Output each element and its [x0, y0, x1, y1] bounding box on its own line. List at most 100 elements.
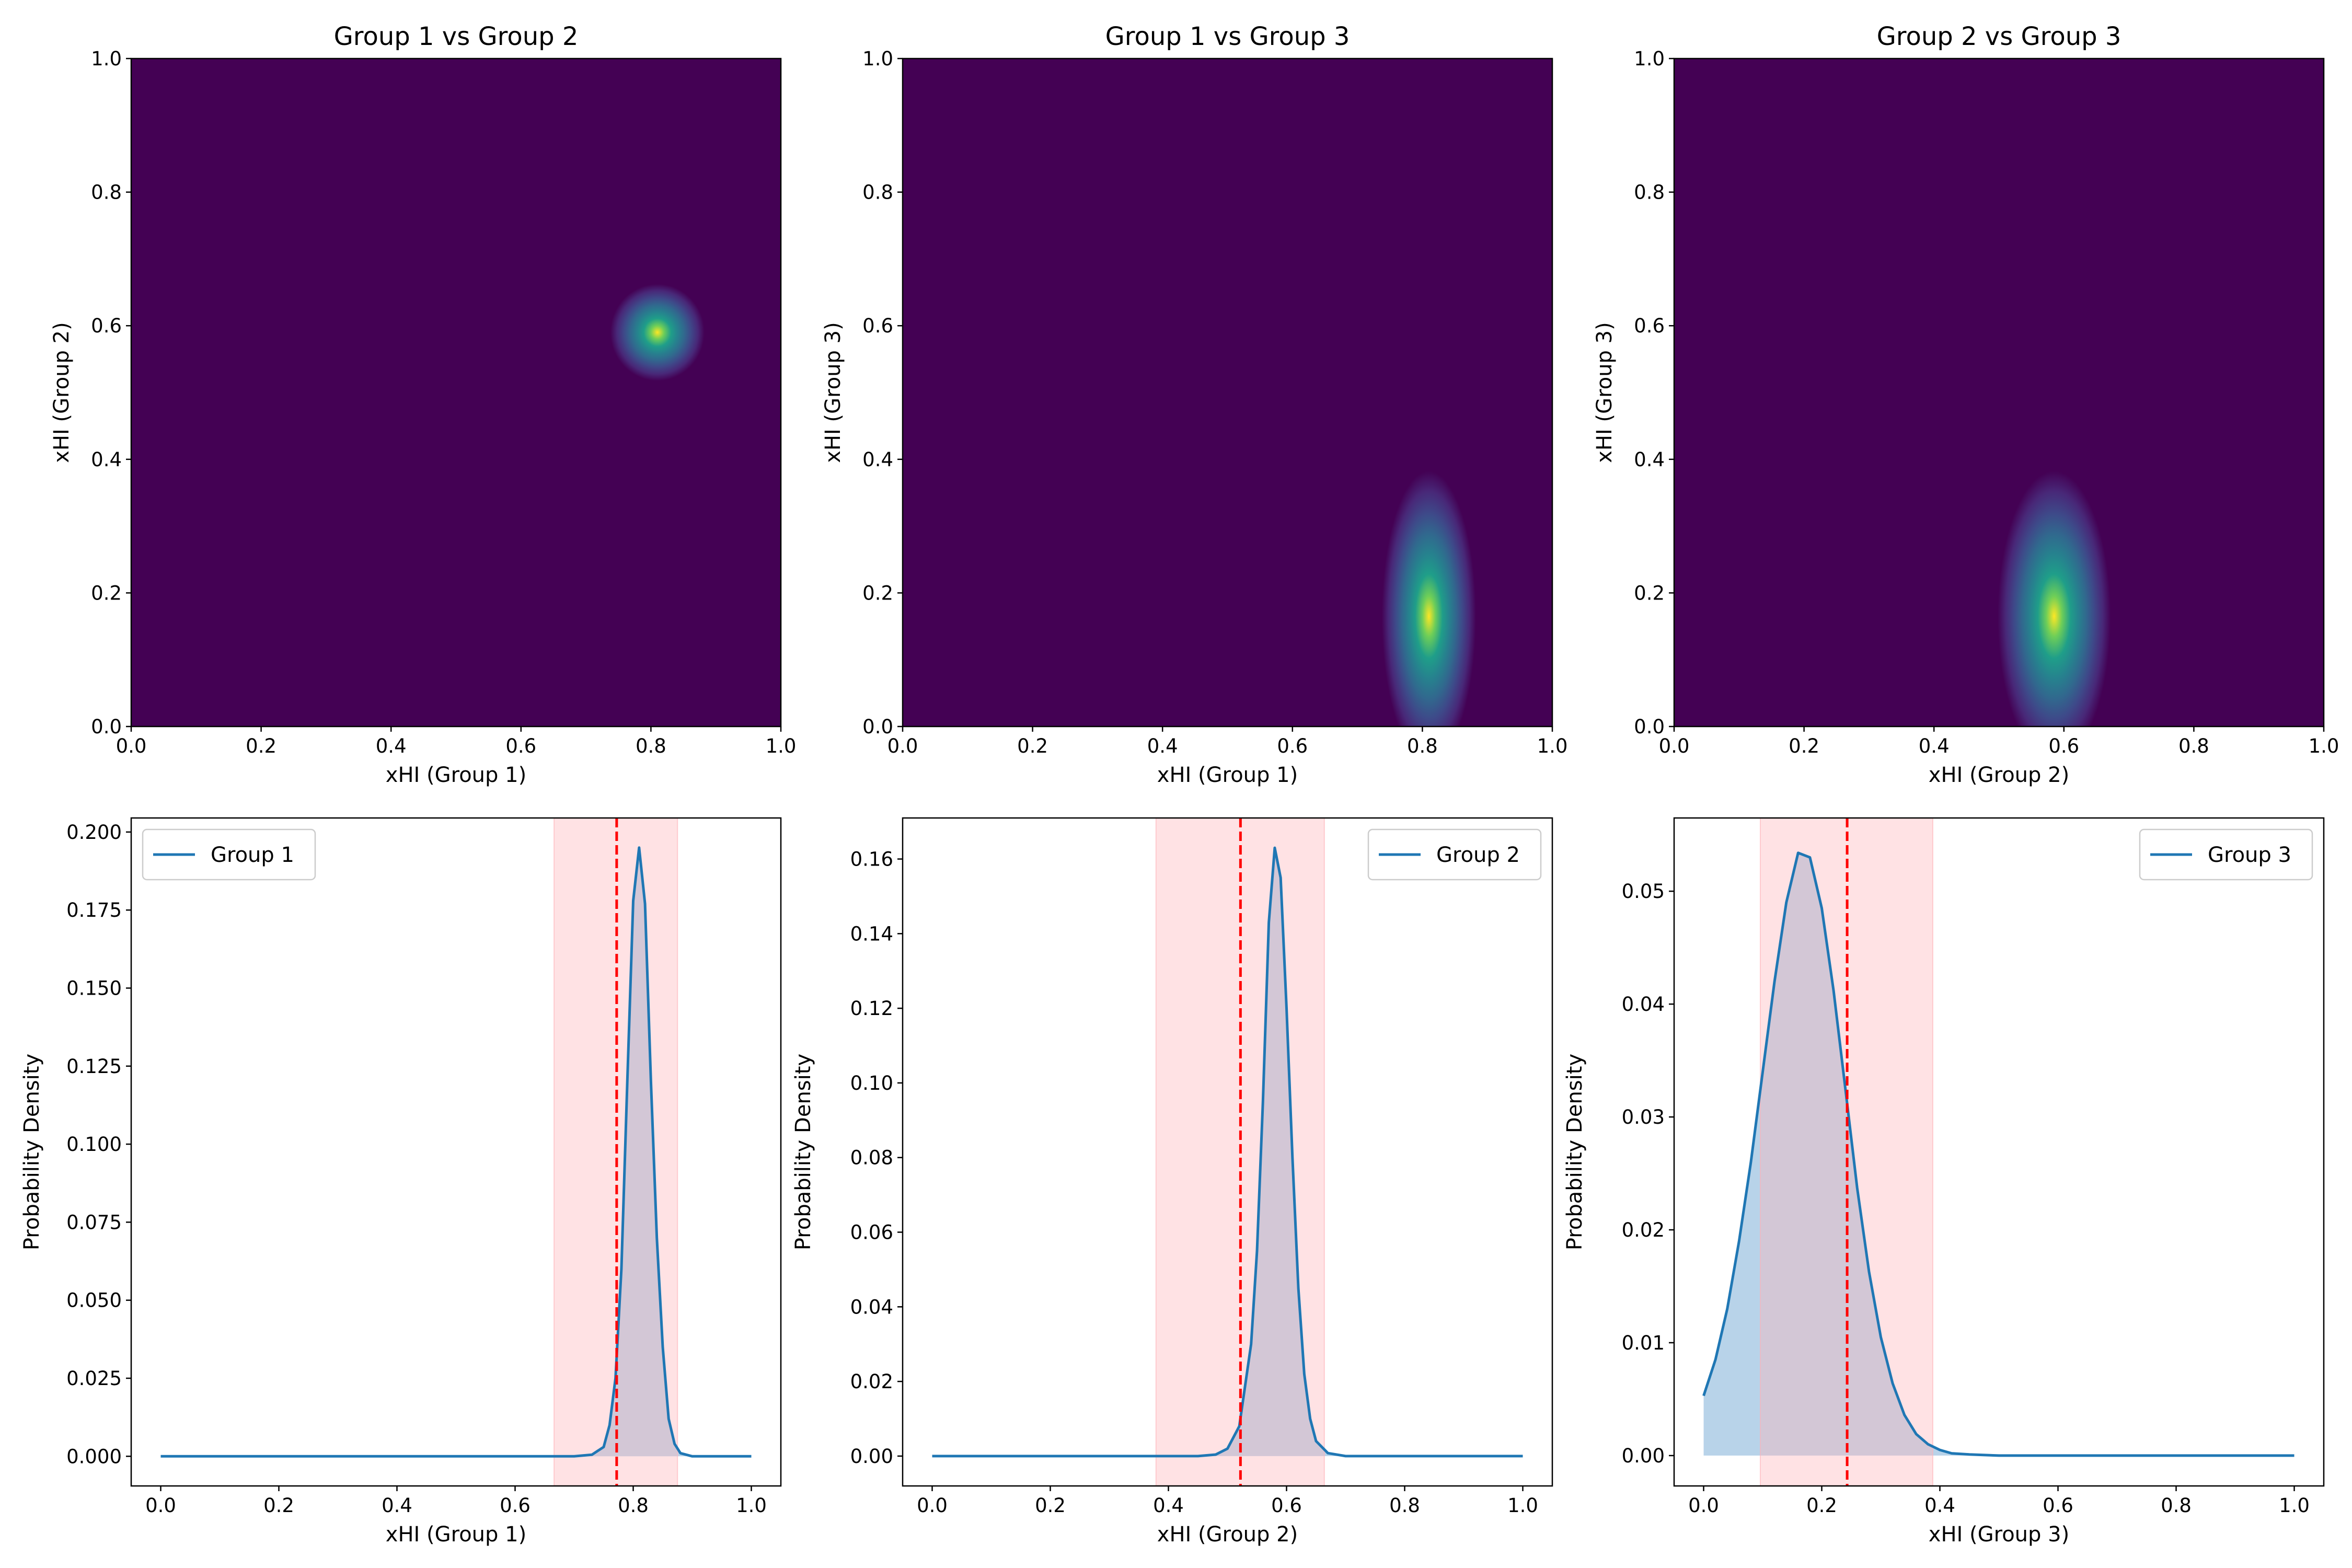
chart-title: Group 1 vs Group 3: [1105, 22, 1350, 51]
x-tick-label: 1.0: [766, 735, 797, 757]
y-tick-label: 0.075: [66, 1211, 122, 1233]
y-tick-label: 0.06: [850, 1221, 893, 1244]
heatmap-density-2: [1381, 471, 1476, 727]
y-tick-label: 0.8: [91, 181, 122, 204]
density-panel-1: [130, 817, 782, 1487]
axes-frame: [130, 57, 782, 728]
y-tick-label: 0.175: [66, 899, 122, 921]
x-tick-label: 0.0: [1659, 735, 1690, 757]
x-tick-label: 0.2: [1806, 1494, 1837, 1517]
y-tick-label: 0.02: [1622, 1219, 1665, 1241]
x-tick-label: 0.4: [1919, 735, 1950, 757]
x-axis-label: xHI (Group 3): [1929, 1523, 2069, 1547]
x-tick-label: 0.4: [376, 735, 407, 757]
y-tick-label: 0.03: [1622, 1106, 1665, 1128]
x-tick-label: 1.0: [2309, 735, 2339, 757]
y-tick-label: 0.050: [66, 1289, 122, 1312]
legend-label: Group 2: [1436, 843, 1520, 867]
x-tick-label: 0.4: [1147, 735, 1178, 757]
x-axis-label: xHI (Group 1): [386, 763, 526, 787]
x-tick-label: 1.0: [1507, 1494, 1538, 1517]
y-tick-label: 0.6: [91, 315, 122, 337]
chart-title: Group 1 vs Group 2: [334, 22, 579, 51]
y-tick-label: 0.8: [1634, 181, 1665, 204]
x-axis-label: xHI (Group 2): [1929, 763, 2069, 787]
x-tick-label: 0.2: [1017, 735, 1048, 757]
density-peak: [1381, 471, 1476, 727]
x-tick-label: 0.6: [2048, 735, 2079, 757]
y-tick-label: 0.4: [862, 448, 893, 471]
x-tick-label: 0.8: [2161, 1494, 2192, 1517]
y-tick-label: 0.000: [66, 1445, 122, 1468]
y-tick-label: 1.0: [862, 48, 893, 70]
y-tick-label: 0.125: [66, 1055, 122, 1078]
plot-background: [903, 818, 1552, 1486]
x-tick-label: 0.0: [1688, 1494, 1719, 1517]
x-tick-label: 0.2: [246, 735, 276, 757]
x-tick-label: 0.8: [2178, 735, 2209, 757]
legend-box: [142, 828, 316, 881]
axes-frame: [1673, 57, 2325, 728]
y-tick-label: 0.200: [66, 821, 122, 844]
y-tick-label: 0.04: [1622, 993, 1665, 1016]
y-tick-label: 0.4: [1634, 448, 1665, 471]
x-axis-label: xHI (Group 1): [386, 1523, 526, 1547]
y-tick-label: 0.08: [850, 1147, 893, 1169]
y-tick-label: 0.00: [850, 1445, 893, 1468]
axes-frame: [902, 817, 1553, 1487]
x-axis-label: xHI (Group 2): [1157, 1523, 1298, 1547]
y-tick-label: 0.0: [91, 716, 122, 738]
x-tick-label: 0.8: [1389, 1494, 1420, 1517]
y-tick-label: 0.02: [850, 1370, 893, 1393]
x-tick-label: 1.0: [2279, 1494, 2310, 1517]
x-tick-label: 0.6: [505, 735, 536, 757]
chart-title: Group 2 vs Group 3: [1877, 22, 2122, 51]
y-tick-label: 0.6: [1634, 315, 1665, 337]
x-tick-label: 0.6: [500, 1494, 531, 1517]
heatmap-density-1: [610, 284, 705, 381]
y-tick-label: 0.00: [1622, 1445, 1665, 1467]
legend-label: Group 3: [2208, 843, 2291, 867]
heatmap-density-3: [1998, 471, 2111, 727]
x-tick-label: 0.4: [1153, 1494, 1184, 1517]
x-tick-label: 0.4: [382, 1494, 412, 1517]
y-tick-label: 0.12: [850, 997, 893, 1020]
x-tick-label: 0.0: [145, 1494, 176, 1517]
x-tick-label: 0.8: [1407, 735, 1438, 757]
density-fill: [1703, 852, 2295, 1456]
y-axis-label: Probability Density: [1563, 1054, 1587, 1250]
axes-frame: [130, 817, 782, 1487]
y-tick-label: 0.2: [1634, 582, 1665, 604]
y-tick-label: 0.100: [66, 1133, 122, 1156]
y-tick-label: 1.0: [91, 48, 122, 70]
x-tick-label: 0.0: [917, 1494, 948, 1517]
y-tick-label: 0.14: [850, 923, 893, 945]
legend-box: [1367, 828, 1542, 881]
legend-box: [2139, 828, 2313, 881]
axes-frame: [902, 57, 1553, 728]
y-tick-label: 0.04: [850, 1296, 893, 1318]
axes-frame: [1673, 817, 2325, 1487]
y-tick-label: 0.150: [66, 977, 122, 999]
density-line: [160, 846, 752, 1458]
y-tick-label: 0.025: [66, 1367, 122, 1390]
heatmap-background-1: [131, 59, 781, 727]
x-tick-label: 0.8: [636, 735, 666, 757]
density-line: [932, 846, 1523, 1458]
y-tick-label: 0.05: [1622, 880, 1665, 903]
x-tick-label: 0.0: [116, 735, 147, 757]
plot-background: [131, 818, 781, 1486]
x-tick-label: 0.2: [1789, 735, 1819, 757]
y-tick-label: 0.6: [862, 315, 893, 337]
density-panel-2: [902, 817, 1553, 1487]
y-tick-label: 0.2: [91, 582, 122, 604]
y-axis-label: xHI (Group 3): [1593, 322, 1617, 463]
y-axis-label: xHI (Group 2): [50, 322, 74, 463]
y-axis-label: Probability Density: [20, 1054, 44, 1250]
density-peak: [610, 284, 705, 381]
x-axis-label: xHI (Group 1): [1157, 763, 1298, 787]
x-tick-label: 0.4: [1924, 1494, 1955, 1517]
x-tick-label: 0.6: [1271, 1494, 1302, 1517]
y-tick-label: 0.8: [862, 181, 893, 204]
